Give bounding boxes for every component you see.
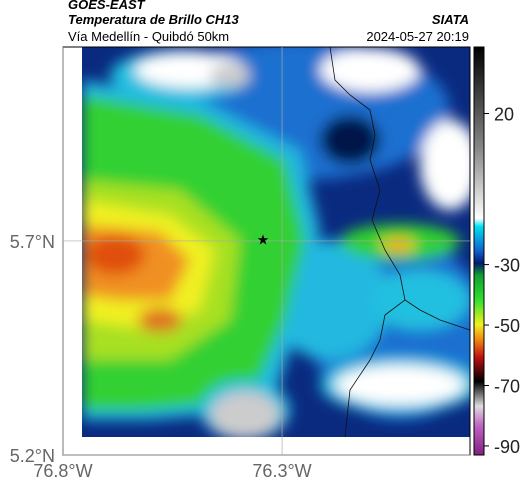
- colorbar-tick-label: -30: [494, 256, 520, 276]
- location-marker: ★: [257, 232, 270, 248]
- colorbar-tick-label: -70: [494, 376, 520, 396]
- title: Temperatura de Brillo CH13: [68, 12, 240, 27]
- grid: [62, 47, 470, 456]
- x-tick-label: 76.8°W: [33, 461, 92, 481]
- agency: SIATA: [432, 12, 469, 27]
- y-tick-label: 5.2°N: [10, 446, 55, 466]
- axes: 76.8°W 76.3°W 5.2°N 5.7°N 20 -30 -50 -70 -90: [10, 104, 520, 481]
- y-tick-label: 5.7°N: [10, 232, 55, 252]
- colorbar-tick-label: -90: [494, 437, 520, 457]
- colorbar-tick-label: 20: [494, 104, 514, 124]
- source: GOES-EAST: [68, 0, 146, 12]
- datetime: 2024-05-27 20:19: [366, 29, 469, 44]
- colorbar: [473, 46, 485, 456]
- colorbar-tick-label: -50: [494, 316, 520, 336]
- subtitle: Vía Medellín - Quibdó 50km: [68, 29, 229, 44]
- x-tick-label: 76.3°W: [252, 461, 311, 481]
- brightness-raster: [82, 47, 470, 437]
